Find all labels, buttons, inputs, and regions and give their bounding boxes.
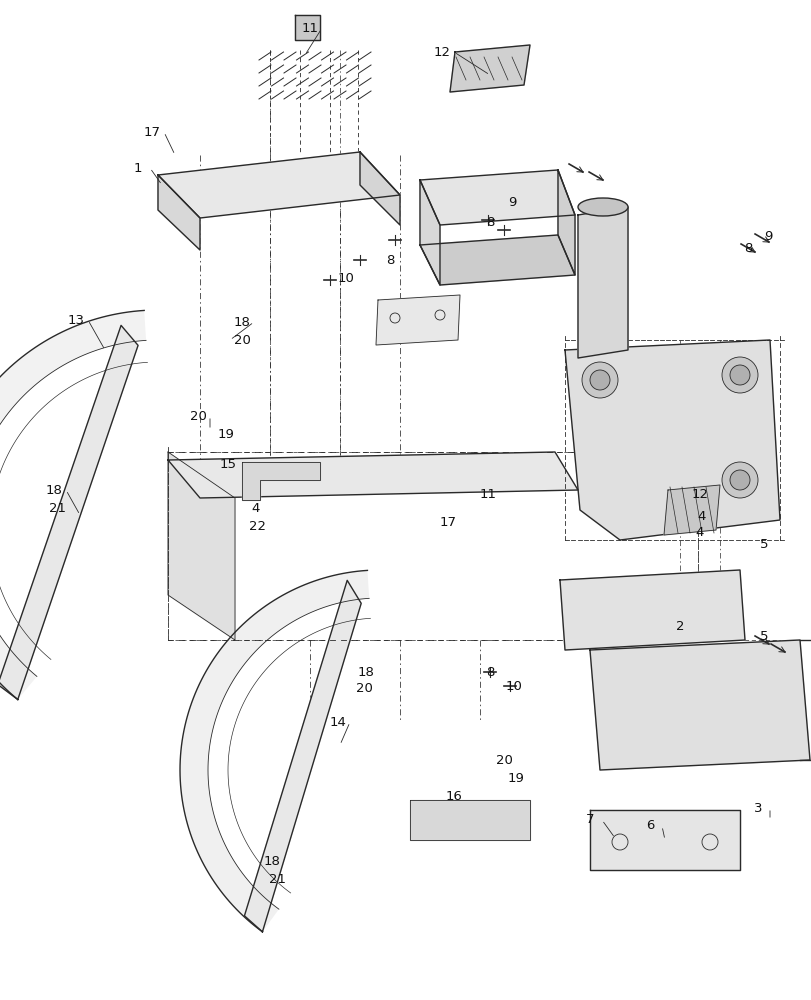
Text: 11: 11 (479, 488, 496, 500)
Polygon shape (419, 235, 574, 285)
Text: 9: 9 (507, 196, 516, 209)
Circle shape (721, 462, 757, 498)
Circle shape (590, 370, 609, 390)
Text: 21: 21 (269, 874, 286, 886)
Polygon shape (294, 15, 320, 40)
Polygon shape (557, 170, 574, 275)
Text: 14: 14 (329, 715, 346, 728)
Circle shape (581, 362, 617, 398)
Text: 16: 16 (445, 790, 462, 802)
Text: 10: 10 (337, 271, 354, 284)
Text: 2: 2 (675, 619, 684, 632)
Circle shape (729, 470, 749, 490)
Text: 18: 18 (264, 855, 280, 868)
Polygon shape (180, 570, 369, 932)
Text: 9: 9 (763, 230, 771, 242)
Polygon shape (577, 207, 627, 358)
Text: 21: 21 (49, 502, 67, 514)
Polygon shape (663, 485, 719, 535)
Polygon shape (168, 452, 577, 498)
Text: 18: 18 (45, 484, 62, 496)
Ellipse shape (577, 198, 627, 216)
Polygon shape (375, 295, 460, 345)
Polygon shape (590, 640, 809, 770)
Polygon shape (242, 462, 320, 500)
Text: 8: 8 (385, 253, 393, 266)
Text: 7: 7 (585, 813, 594, 826)
Polygon shape (158, 152, 400, 218)
Text: 11: 11 (301, 22, 318, 35)
Polygon shape (168, 452, 234, 640)
Text: 8: 8 (743, 241, 751, 254)
Text: 20: 20 (495, 754, 512, 766)
Text: 12: 12 (433, 46, 450, 59)
Text: 15: 15 (219, 458, 236, 471)
Text: 6: 6 (645, 819, 654, 832)
Text: 18: 18 (234, 316, 250, 328)
Polygon shape (564, 340, 779, 540)
Polygon shape (0, 325, 138, 700)
Polygon shape (359, 152, 400, 225)
Text: 4: 4 (697, 510, 706, 522)
Text: 8: 8 (485, 216, 494, 229)
Text: 20: 20 (189, 410, 206, 422)
Text: 5: 5 (759, 538, 767, 550)
Text: 18: 18 (357, 666, 374, 678)
Text: 12: 12 (691, 488, 708, 500)
Polygon shape (419, 180, 440, 285)
Polygon shape (590, 810, 739, 870)
Polygon shape (419, 170, 574, 225)
Text: 20: 20 (355, 682, 372, 694)
Circle shape (721, 357, 757, 393)
Text: 19: 19 (507, 772, 524, 784)
Polygon shape (449, 45, 530, 92)
Text: 5: 5 (759, 630, 767, 642)
Polygon shape (244, 580, 361, 932)
Polygon shape (158, 175, 200, 250)
Text: 22: 22 (249, 520, 266, 532)
Polygon shape (410, 800, 530, 840)
Text: 1: 1 (134, 162, 142, 175)
Text: 13: 13 (67, 314, 84, 326)
Text: 8: 8 (485, 666, 494, 678)
Text: 17: 17 (144, 126, 161, 139)
Circle shape (729, 365, 749, 385)
Text: 3: 3 (753, 801, 762, 814)
Text: 19: 19 (217, 428, 234, 440)
Text: 20: 20 (234, 334, 250, 347)
Text: 17: 17 (439, 516, 456, 528)
Polygon shape (0, 310, 146, 700)
Text: 10: 10 (505, 680, 521, 692)
Text: 4: 4 (695, 526, 703, 538)
Polygon shape (560, 570, 744, 650)
Text: 4: 4 (251, 502, 260, 514)
